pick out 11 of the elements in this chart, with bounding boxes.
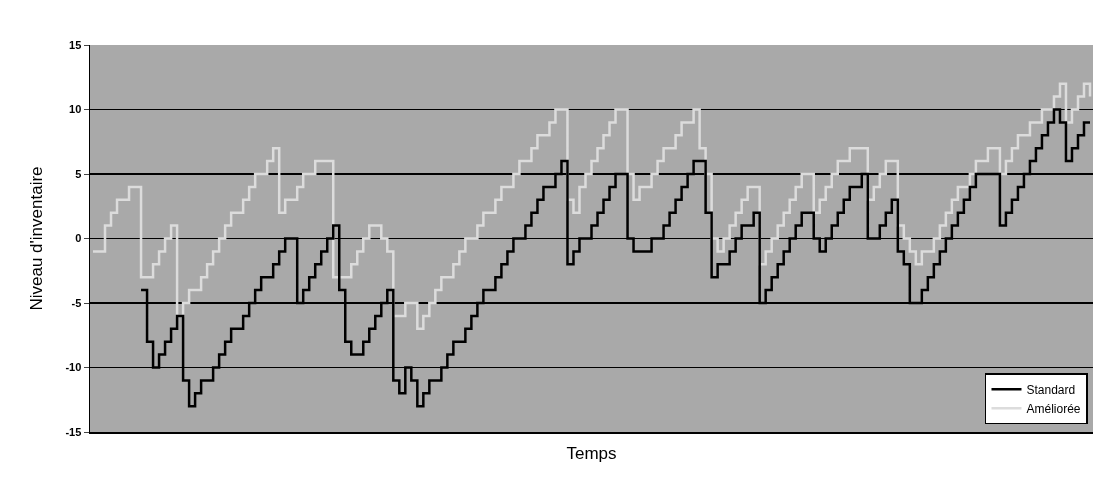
y-tick-label: -10 [65, 361, 82, 374]
y-tick-label: 0 [75, 232, 82, 245]
legend-label: Standard [1026, 382, 1076, 397]
legend-label: Améliorée [1026, 401, 1081, 416]
x-axis-title: Temps [566, 443, 617, 463]
y-tick-label: 10 [69, 103, 82, 116]
y-tick-label: 5 [75, 167, 82, 180]
y-tick-label: -15 [65, 425, 82, 438]
y-tick-label: -5 [71, 296, 82, 309]
y-tick-label: 15 [69, 38, 82, 51]
y-axis-title: Niveau d'inventaire [27, 166, 47, 311]
